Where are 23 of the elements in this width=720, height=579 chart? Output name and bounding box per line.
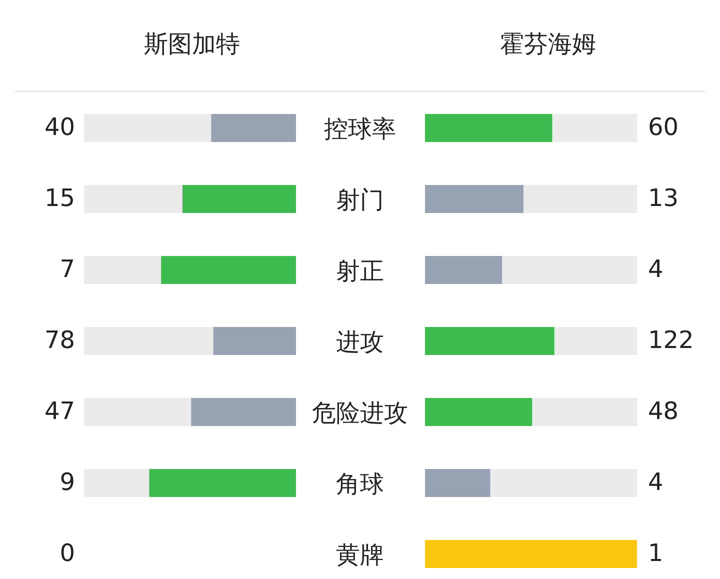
- data-label: 1: [648, 538, 664, 566]
- data-label: 122: [648, 326, 694, 354]
- data-label: 15: [44, 184, 75, 212]
- data-label: 40: [44, 112, 75, 140]
- category-label: 黄牌: [335, 540, 385, 570]
- text: 霍芬海姆: [500, 29, 596, 60]
- category-label: 角球: [335, 468, 385, 500]
- data-label: 47: [44, 396, 75, 424]
- data-label: 13: [648, 184, 679, 212]
- category-label: 危险进攻: [311, 398, 409, 428]
- data-label: 9: [60, 468, 75, 496]
- data-label: 4: [648, 468, 664, 496]
- data-label: 78: [44, 326, 75, 354]
- category-label: 进攻: [335, 326, 385, 358]
- data-label: 4: [648, 254, 664, 282]
- data-label: 7: [60, 254, 75, 282]
- data-label: 0: [60, 538, 75, 566]
- text: 斯图加特: [144, 29, 240, 60]
- data-label: 60: [648, 112, 679, 140]
- category-label: 射正: [335, 256, 385, 286]
- category-label: 控球率: [323, 114, 397, 144]
- category-label: 射门: [335, 184, 385, 216]
- data-label: 48: [648, 396, 679, 424]
